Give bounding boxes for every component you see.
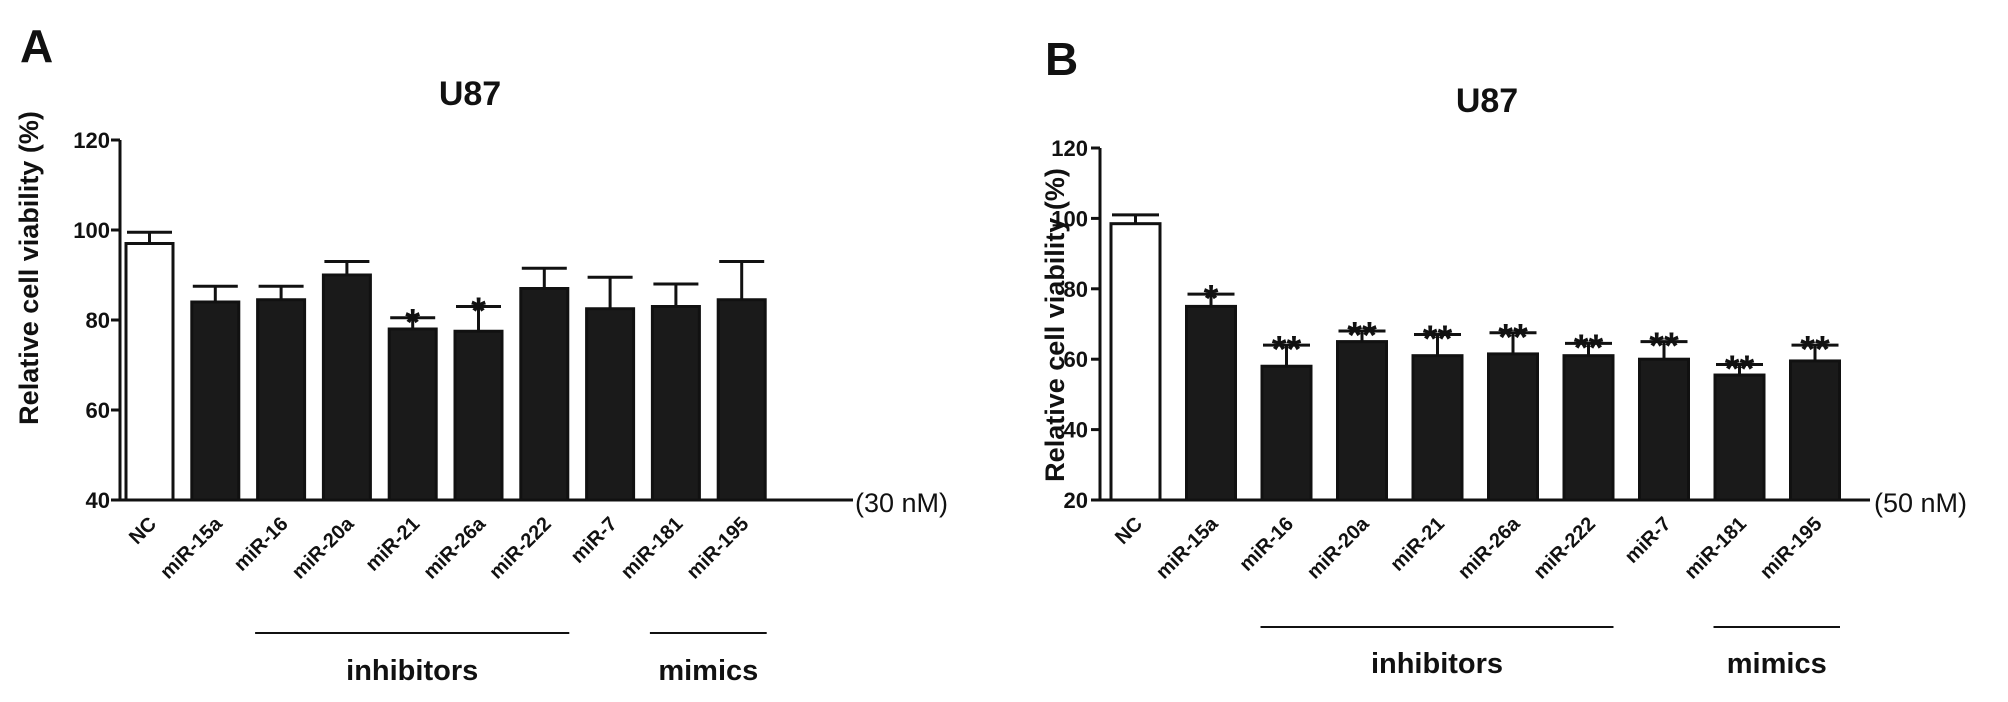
- panel-b-y-tick-label: 20: [1064, 488, 1088, 513]
- panel-a-y-tick-label: 40: [86, 488, 110, 513]
- panel-a-bar-miR-21: [387, 327, 438, 502]
- panel-a-bar-miR-16: [256, 298, 307, 502]
- panel-a-category-label: miR-26a: [419, 512, 490, 583]
- panel-a-group-label-inhibitors: inhibitors: [346, 655, 478, 687]
- panel-a-y-tick-label: 120: [73, 128, 110, 153]
- panel-b-bar-miR-7: [1638, 357, 1690, 502]
- panel-b-significance-mark: **: [1800, 329, 1830, 371]
- panel-a-bar-miR-20a: [321, 273, 372, 502]
- panel-a-y-tick-label: 80: [86, 308, 110, 333]
- panel-b-y-tick-label: 80: [1064, 277, 1088, 302]
- panel-b-letter: B: [1045, 33, 1078, 85]
- panel-a-y-tick-label: 100: [73, 218, 110, 243]
- panel-b-y-axis-label: Relative cell viability (%): [1040, 168, 1070, 482]
- panel-a-bar-miR-195: [716, 298, 767, 502]
- panel-b-bar-miR-195: [1789, 359, 1841, 502]
- panel-a-category-label: miR-16: [230, 513, 293, 576]
- panel-a-significance-mark: *: [405, 302, 420, 344]
- panel-b-bar-miR-15a: [1185, 304, 1237, 502]
- panel-a-category-label: miR-7: [567, 513, 622, 568]
- panel-a-y-tick-label: 60: [86, 398, 110, 423]
- panel-b-significance-mark: *: [1204, 278, 1219, 320]
- panel-b-significance-mark: **: [1347, 315, 1377, 357]
- panel-b-category-label: miR-195: [1756, 513, 1827, 584]
- panel-b-category-label: miR-21: [1386, 513, 1449, 576]
- panel-a-letter: A: [20, 20, 53, 72]
- panel-a-bar-miR-181: [650, 305, 701, 502]
- panel-a-category-label: miR-15a: [156, 512, 227, 583]
- panel-a-bar-miR-222: [519, 287, 570, 502]
- panel-a-category-label: miR-21: [362, 513, 425, 576]
- panel-a-category-label: NC: [125, 513, 161, 549]
- panel-a-category-label: miR-181: [617, 513, 688, 584]
- panel-b-y-tick-label: 100: [1051, 206, 1088, 231]
- panel-b-bar-miR-21: [1411, 354, 1464, 502]
- panel-b-title: U87: [1456, 82, 1518, 120]
- panel-b-significance-mark: **: [1423, 319, 1453, 361]
- panel-b-y-tick-label: 60: [1064, 347, 1088, 372]
- panel-b-plot: 20 40 60 80 100 120 NC * miR-15a ** miR-16 ** miR-20…: [1051, 136, 1870, 680]
- panel-a-category-label: miR-222: [485, 513, 556, 584]
- panel-a-bar-miR-7: [585, 307, 636, 502]
- panel-b-group-label-mimics: mimics: [1727, 648, 1827, 680]
- panel-b-significance-mark: **: [1574, 327, 1604, 369]
- panel-a-group-label-mimics: mimics: [658, 655, 758, 687]
- panel-b-bar-NC: [1109, 222, 1162, 502]
- panel-b-category-label: NC: [1111, 513, 1147, 549]
- panel-b-bar-miR-181: [1713, 373, 1766, 502]
- panel-a-bar-miR-26a: [453, 329, 504, 502]
- panel-b-significance-mark: **: [1272, 329, 1302, 371]
- panel-b-significance-mark: **: [1498, 317, 1528, 359]
- panel-a-title: U87: [439, 75, 501, 113]
- panel-b-category-label: miR-222: [1529, 513, 1600, 584]
- panel-b-category-label: miR-16: [1235, 513, 1298, 576]
- panel-b-y-tick-label: 120: [1051, 136, 1088, 161]
- panel-b-y-tick-label: 40: [1064, 418, 1088, 443]
- panel-b-bar-miR-222: [1562, 354, 1615, 502]
- panel-a-bar-NC: [124, 242, 175, 502]
- panel-b-category-label: miR-20a: [1303, 512, 1374, 583]
- panel-b-significance-mark: **: [1725, 348, 1755, 390]
- panel-b-significance-mark: **: [1649, 326, 1679, 368]
- panel-a-y-axis-label: Relative cell viability (%): [14, 111, 44, 425]
- panel-a-concentration-label: (30 nM): [855, 488, 948, 518]
- panel-b-category-label: miR-15a: [1152, 512, 1223, 583]
- panel-a-category-label: miR-20a: [288, 512, 359, 583]
- panel-b-category-label: miR-26a: [1454, 512, 1525, 583]
- panel-b-bar-miR-26a: [1487, 352, 1539, 502]
- panel-a-significance-mark: *: [471, 291, 486, 333]
- panel-a-bar-miR-15a: [190, 300, 241, 502]
- panel-b-group-label-inhibitors: inhibitors: [1371, 648, 1503, 680]
- panel-b-bar-miR-16: [1260, 364, 1313, 502]
- panel-a-category-label: miR-195: [683, 513, 754, 584]
- panel-b-category-label: miR-7: [1621, 513, 1676, 568]
- panel-b-category-label: miR-181: [1680, 513, 1751, 584]
- panel-b-concentration-label: (50 nM): [1874, 488, 1967, 518]
- panel-b-bar-miR-20a: [1336, 340, 1388, 502]
